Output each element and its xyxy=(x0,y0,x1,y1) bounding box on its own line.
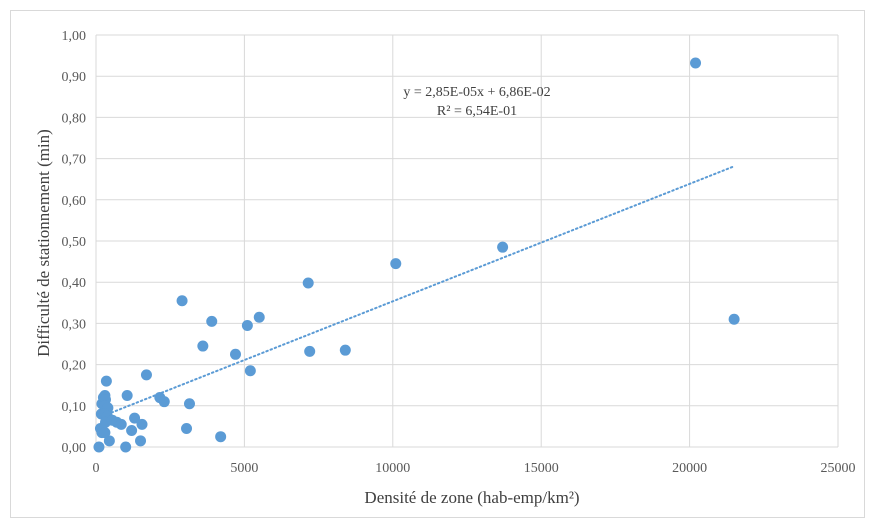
data-point xyxy=(215,431,227,443)
x-tick-label: 25000 xyxy=(821,461,856,476)
y-tick-label: 0,20 xyxy=(62,359,87,374)
data-point xyxy=(497,241,509,253)
data-point xyxy=(121,390,133,401)
data-point xyxy=(140,369,152,381)
data-point xyxy=(129,412,141,424)
data-point xyxy=(241,319,253,331)
data-point xyxy=(197,340,209,352)
x-tick-label: 15000 xyxy=(524,461,559,476)
y-tick-label: 0,10 xyxy=(62,400,87,415)
y-tick-label: 0,70 xyxy=(62,153,87,168)
data-point xyxy=(302,277,314,289)
data-point xyxy=(115,418,127,430)
y-tick-label: 0,60 xyxy=(62,194,87,209)
data-point xyxy=(126,425,138,437)
data-point xyxy=(103,435,115,447)
grid-layer xyxy=(95,34,839,448)
data-point xyxy=(690,57,702,69)
data-point xyxy=(135,435,147,447)
ticks-layer: 0,00 0,10 0,20 0,30 0,40 0,50 0,60 0,70 0,80 0,90… xyxy=(62,29,856,476)
y-tick-label: 0,00 xyxy=(62,441,87,456)
trendline xyxy=(97,165,736,419)
data-point xyxy=(120,441,132,453)
data-point xyxy=(728,313,740,325)
trendline-r-squared: R² = 6,54E-01 xyxy=(437,104,517,119)
x-tick-label: 10000 xyxy=(375,461,410,476)
data-point xyxy=(253,311,265,323)
data-point xyxy=(390,258,402,270)
data-point xyxy=(304,345,316,357)
y-tick-label: 0,40 xyxy=(62,276,87,291)
x-tick-label: 0 xyxy=(93,461,100,476)
y-tick-label: 0,30 xyxy=(62,317,87,332)
y-axis-title: Difficulté de stationnement (min) xyxy=(34,129,53,357)
y-tick-label: 0,90 xyxy=(62,70,87,85)
data-point xyxy=(206,315,218,327)
data-point xyxy=(93,441,105,453)
data-point xyxy=(183,398,195,410)
scatter-chart: 0,00 0,10 0,20 0,30 0,40 0,50 0,60 0,70 0,80 0,90… xyxy=(34,29,856,507)
data-point xyxy=(229,348,241,360)
trend-layer xyxy=(97,165,736,419)
x-tick-label: 20000 xyxy=(672,461,707,476)
data-point xyxy=(244,365,256,377)
y-tick-label: 0,80 xyxy=(62,111,87,126)
data-point xyxy=(99,427,111,439)
data-point xyxy=(181,422,193,434)
data-point xyxy=(100,375,112,387)
data-point xyxy=(136,418,148,430)
data-point xyxy=(158,396,170,408)
y-tick-label: 0,50 xyxy=(62,235,87,250)
points-layer xyxy=(93,57,740,453)
trendline-equation: y = 2,85E-05x + 6,86E-02 xyxy=(403,85,550,100)
x-axis-title: Densité de zone (hab-emp/km²) xyxy=(364,488,579,507)
y-tick-label: 1,00 xyxy=(62,29,87,44)
chart-frame: 0,00 0,10 0,20 0,30 0,40 0,50 0,60 0,70 0,80 0,90… xyxy=(10,10,865,518)
x-tick-label: 5000 xyxy=(230,461,258,476)
data-point xyxy=(176,295,188,307)
data-point xyxy=(339,344,351,356)
